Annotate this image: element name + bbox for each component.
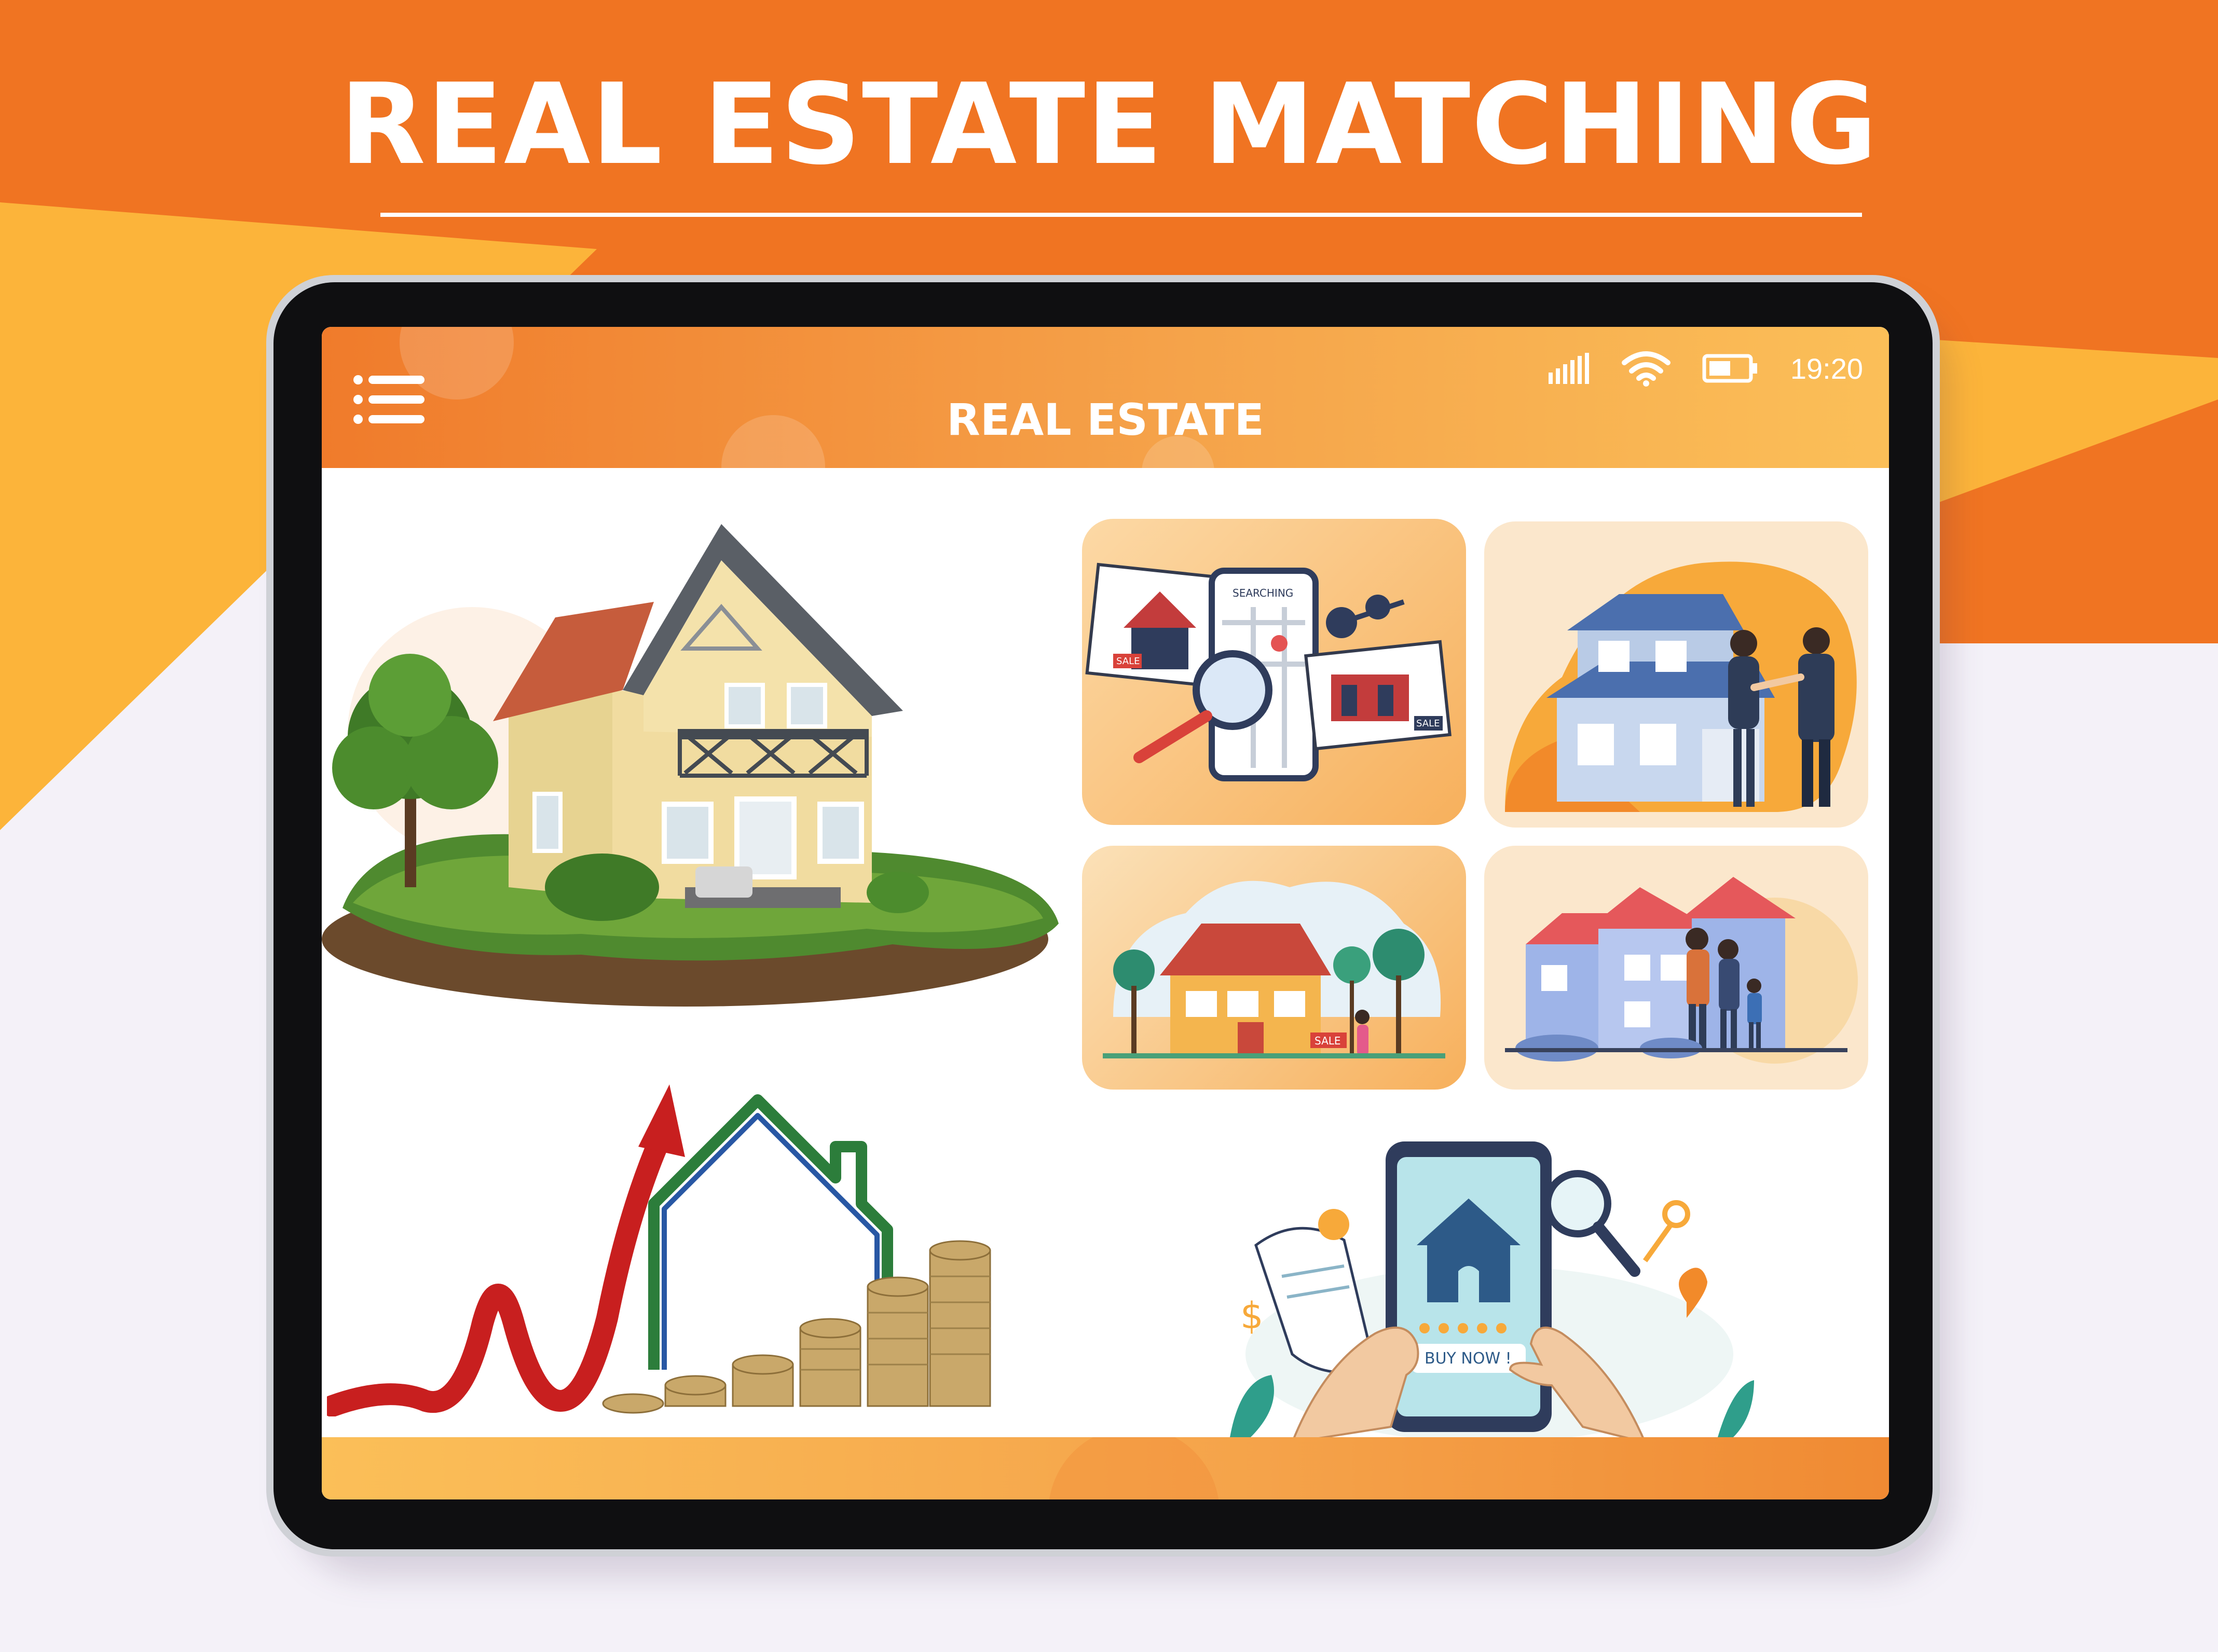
- sale-sign-label: SALE: [1416, 718, 1440, 729]
- buy-house-app-illustration: $ BUY NOW !: [1220, 1141, 1759, 1442]
- sale-sign-label: SALE: [1315, 1035, 1341, 1047]
- app-screen: 19:20 REAL ESTATE: [322, 327, 1889, 1499]
- title-underline: [380, 213, 1862, 217]
- handshake-house-illustration: [1505, 561, 1857, 812]
- agent-handshake-card[interactable]: [1484, 521, 1868, 828]
- status-bar: 19:20: [1548, 348, 1863, 389]
- family-house-illustration: [1505, 877, 1858, 1064]
- sale-sign-label: SALE: [1116, 656, 1140, 667]
- house-for-sale-card[interactable]: SALE: [1082, 846, 1466, 1090]
- status-time: 19:20: [1790, 352, 1863, 385]
- app-footer: [322, 1437, 1889, 1499]
- rising-prices-illustration: [327, 1084, 991, 1416]
- buy-now-button: BUY NOW !: [1425, 1350, 1512, 1368]
- app-title: REAL ESTATE: [947, 394, 1264, 445]
- signal-bars-icon: [1548, 353, 1589, 384]
- banner-title: REAL ESTATE MATCHING: [339, 59, 1879, 189]
- dollar-icon: $: [1240, 1295, 1264, 1337]
- app-header: 19:20 REAL ESTATE: [322, 327, 1889, 468]
- searching-label: SEARCHING: [1233, 587, 1293, 599]
- property-search-card[interactable]: SALE SEARCHING SALE: [1082, 519, 1466, 825]
- suburban-house-illustration: [322, 524, 1059, 1007]
- battery-icon: [1702, 354, 1757, 383]
- wifi-icon: [1621, 351, 1671, 387]
- footer-bubble: [1048, 1437, 1220, 1499]
- family-home-card[interactable]: [1484, 846, 1868, 1090]
- hamburger-menu-icon[interactable]: [353, 374, 426, 425]
- sale-house-illustration: SALE: [1103, 880, 1445, 1058]
- map-search-illustration: SALE SEARCHING SALE: [1085, 562, 1452, 781]
